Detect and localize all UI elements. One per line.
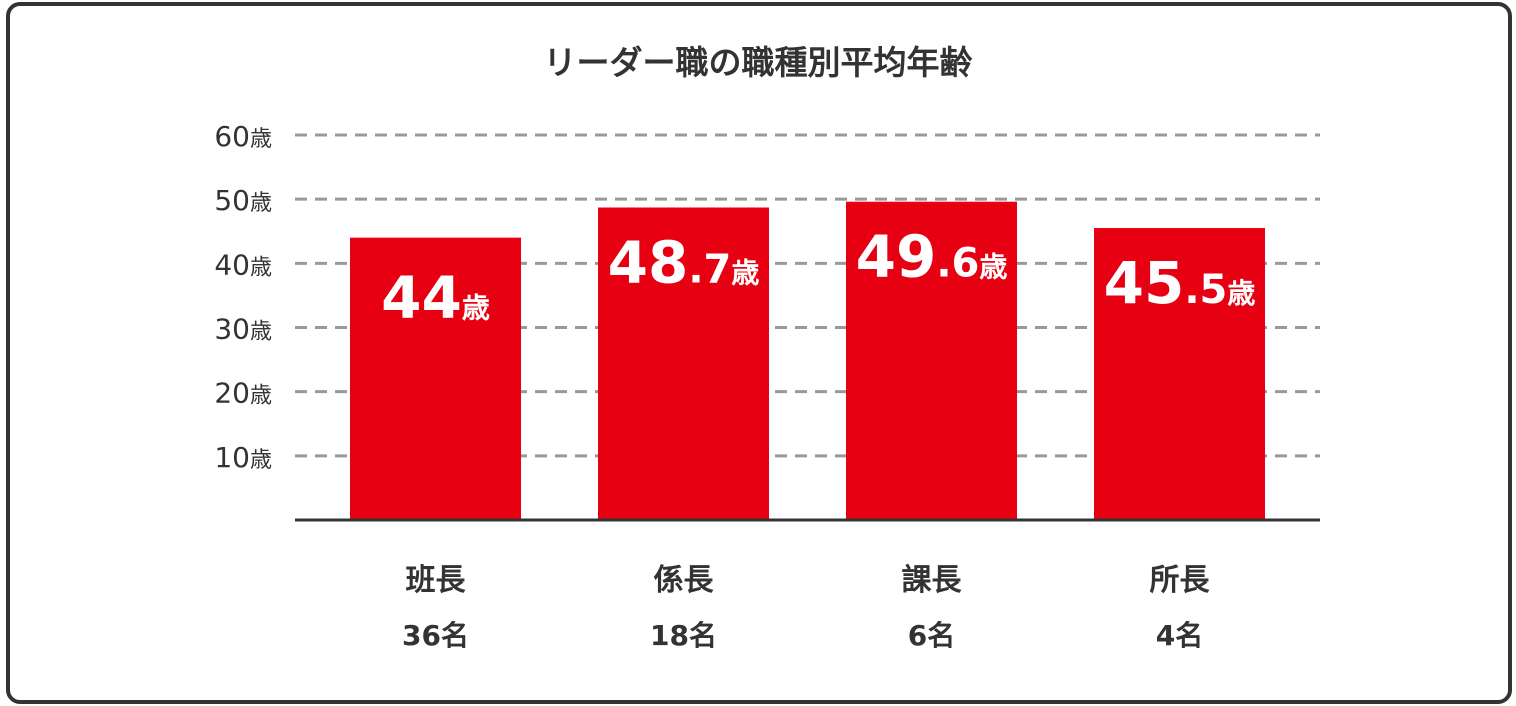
y-tick-label: 40歳 (214, 248, 272, 281)
y-tick-label: 60歳 (214, 120, 272, 153)
count-label: 6名 (908, 619, 955, 652)
y-tick-label: 20歳 (214, 377, 272, 410)
bar (1094, 228, 1265, 520)
count-label: 36名 (402, 619, 469, 652)
bar (846, 201, 1017, 520)
data-label: 49.6歳 (856, 223, 1008, 291)
category-label: 係長 (654, 563, 715, 598)
chart-frame (6, 2, 1512, 704)
count-label: 18名 (650, 619, 717, 652)
y-tick-label: 10歳 (214, 441, 272, 474)
data-label: 44歳 (381, 264, 490, 332)
data-label: 45.5歳 (1104, 249, 1256, 317)
y-tick-label: 30歳 (214, 313, 272, 346)
category-label: 課長 (902, 563, 963, 598)
y-tick-label: 50歳 (214, 184, 272, 217)
data-label: 48.7歳 (608, 229, 760, 297)
count-label: 4名 (1156, 619, 1203, 652)
chart-title: リーダー職の職種別平均年齢 (543, 43, 973, 82)
bar (598, 207, 769, 520)
bar (350, 237, 521, 520)
category-label: 所長 (1150, 563, 1211, 598)
category-label: 班長 (406, 563, 467, 598)
